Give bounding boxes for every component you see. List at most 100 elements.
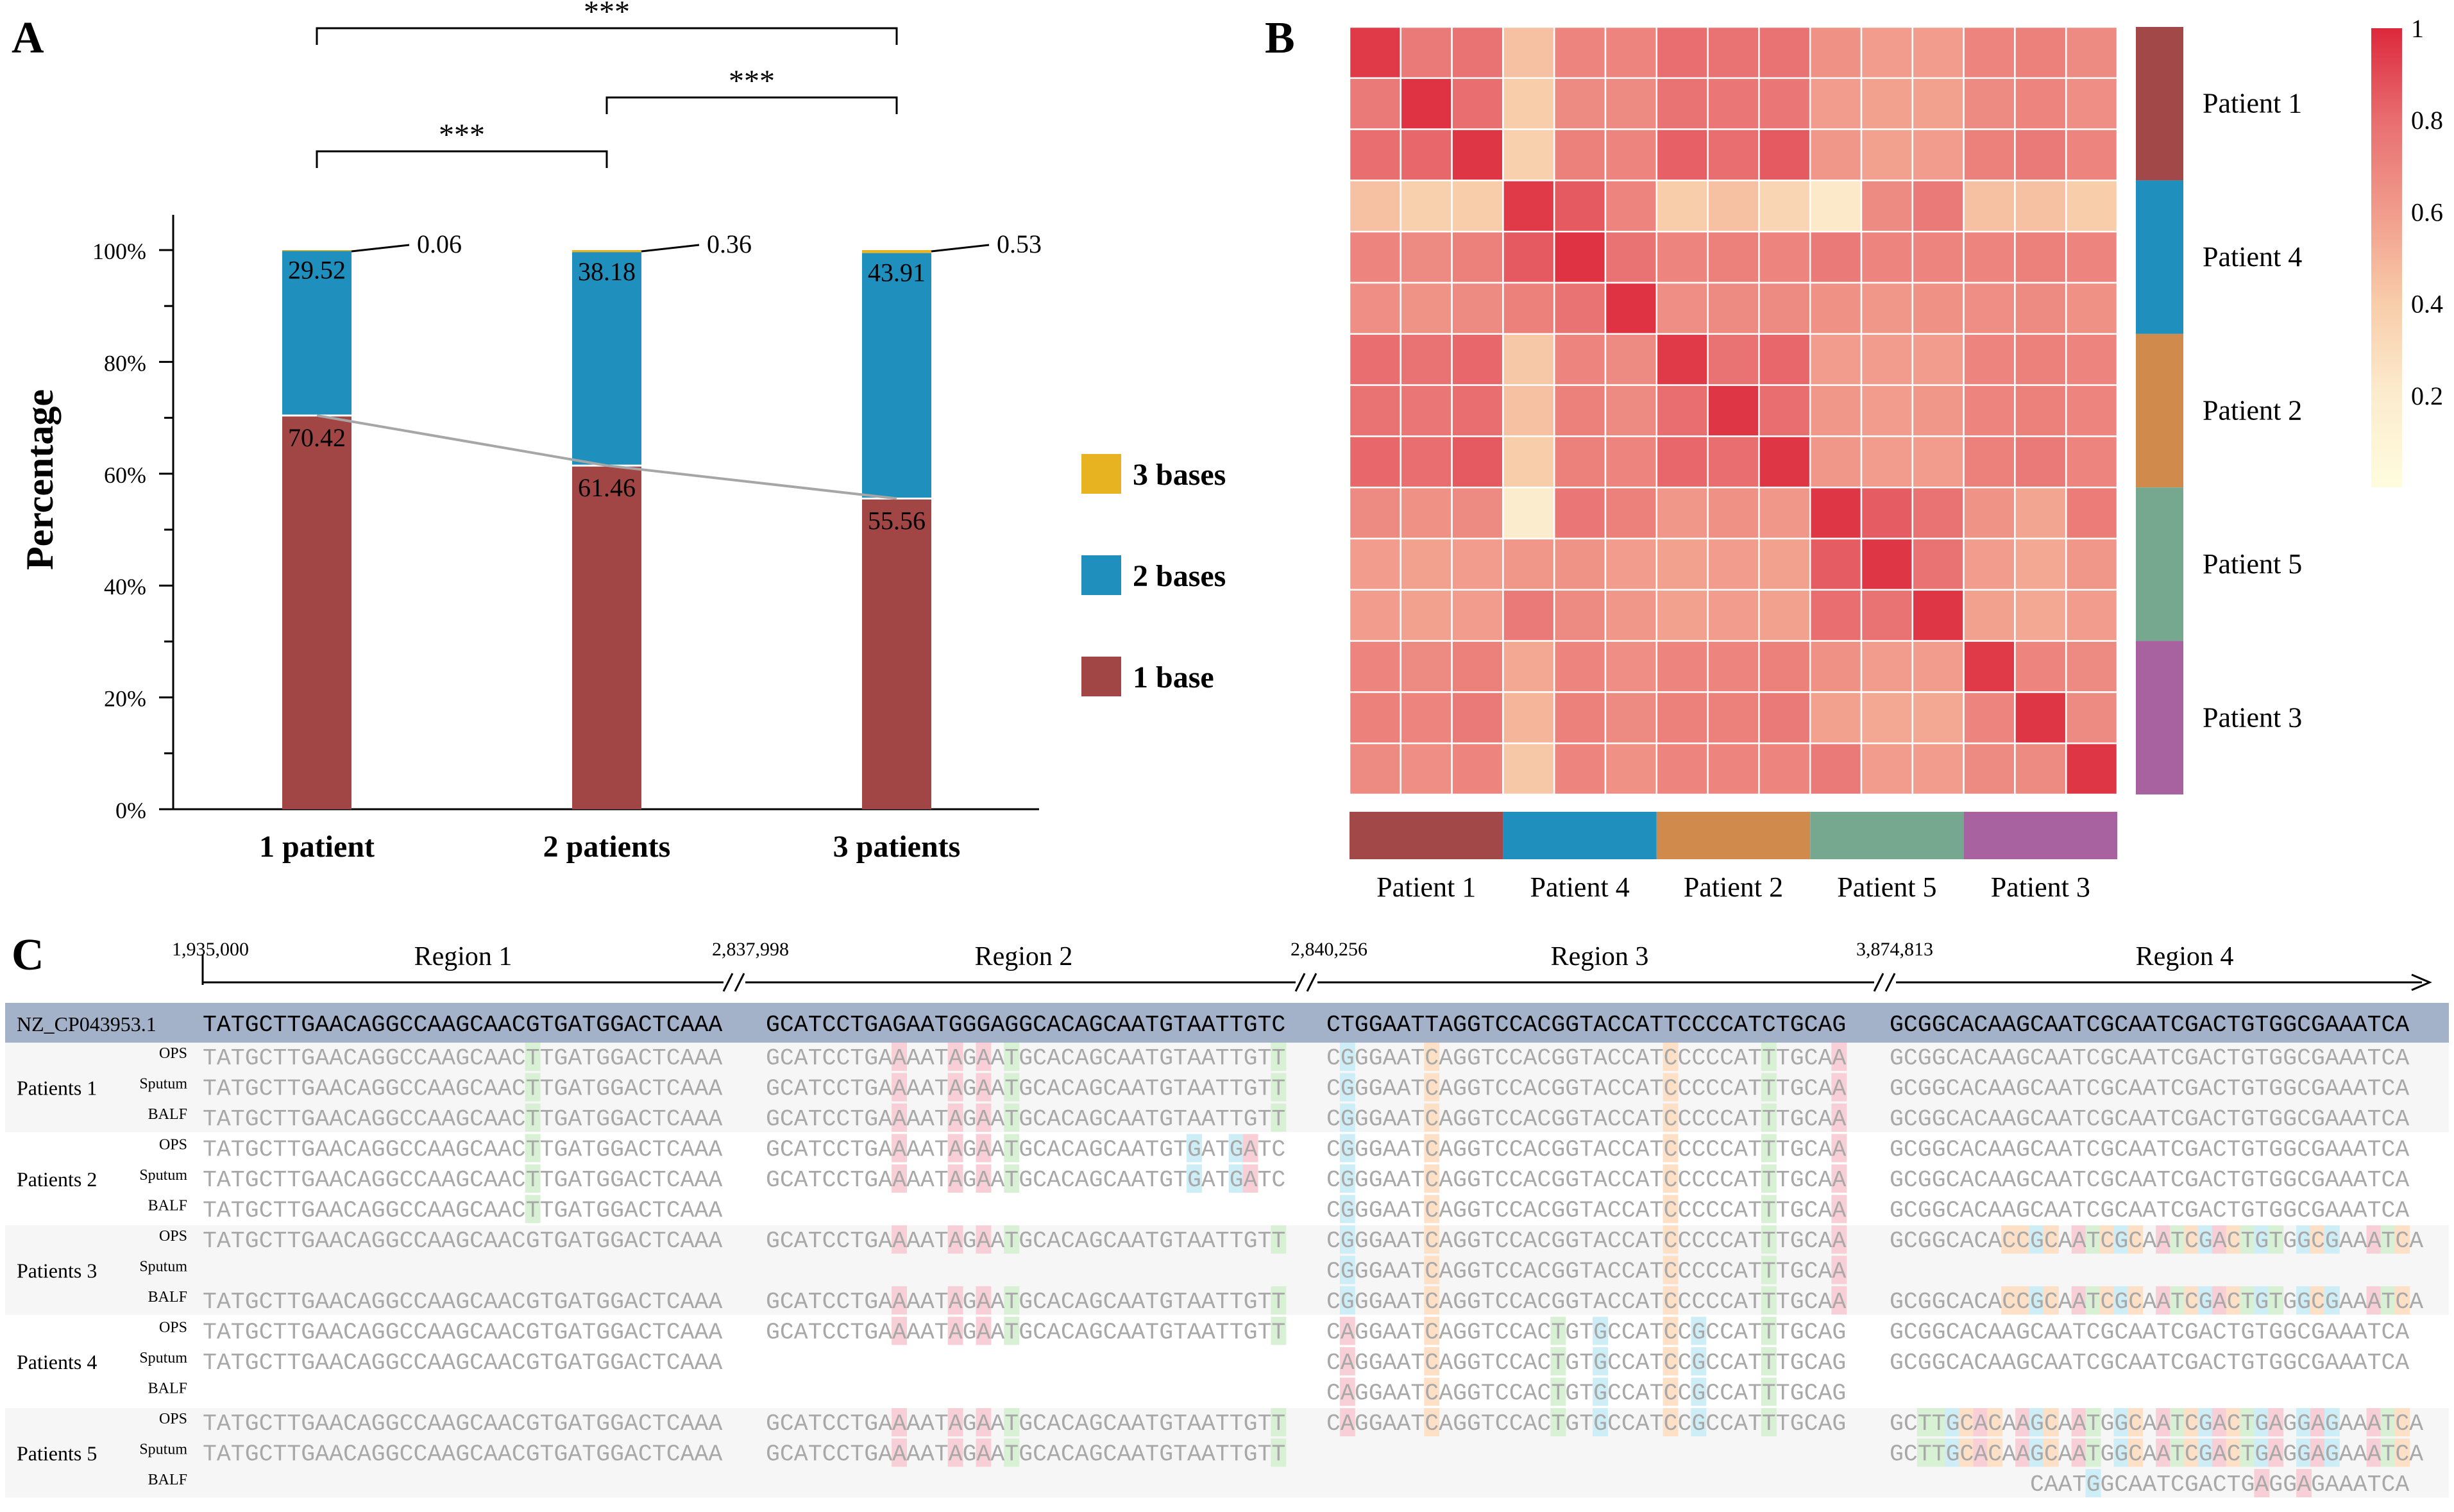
colorbar-tick-label: 0.8 — [2411, 106, 2443, 135]
variant-highlight — [1761, 1347, 1777, 1375]
variant-highlight — [1271, 1438, 1287, 1467]
heatmap-cell — [1400, 640, 1453, 693]
variant-highlight — [2254, 1225, 2270, 1254]
heatmap-cell — [1553, 537, 1607, 591]
y-tick-label: 20% — [104, 686, 146, 712]
variant-highlight — [2380, 1286, 2396, 1315]
read-sequence: CGGGAATCAGGTCCACGGTACCATCCCCCATTTGCAA — [1326, 1289, 1846, 1315]
variant-highlight — [2071, 1225, 2087, 1254]
variant-highlight — [2197, 1408, 2213, 1436]
variant-highlight — [1761, 1377, 1777, 1406]
heatmap-cell — [1348, 180, 1402, 233]
variant-highlight — [2254, 1438, 2270, 1467]
heatmap-cell — [1400, 128, 1453, 181]
heatmap-cell — [1655, 589, 1709, 642]
variant-highlight — [1004, 1073, 1020, 1102]
sample-type-label: Sputum — [139, 1167, 187, 1184]
variant-highlight — [2029, 1408, 2045, 1436]
variant-highlight — [947, 1286, 963, 1315]
read-sequence: GCGGCACAAGCAATCGCAATCGACTGTGGCGAAATCA — [1890, 1137, 2409, 1163]
variant-highlight — [2296, 1286, 2312, 1315]
sample-type-label: OPS — [159, 1228, 187, 1245]
heatmap-cell — [1348, 435, 1402, 489]
variant-highlight — [2085, 1286, 2101, 1315]
heatmap-cell — [1655, 640, 1709, 693]
patient-label: Patients 5 — [17, 1441, 97, 1465]
variant-highlight — [1004, 1438, 1020, 1467]
heatmap-cell — [1758, 691, 1811, 744]
heatmap-cell — [1655, 691, 1709, 744]
reference-sequence: GCATCCTGAGAATGGGAGGCACAGCAATGTAATTGTC — [766, 1012, 1285, 1038]
heatmap-cell — [1758, 180, 1811, 233]
patient-group-band — [5, 1134, 2449, 1223]
heatmap-cell — [1348, 537, 1402, 591]
row-group-bar: Patient 1 Patient 4 Patient 2 Patient 5 Pati… — [2136, 27, 2302, 794]
variant-highlight — [2113, 1438, 2129, 1467]
variant-highlight — [1228, 1164, 1244, 1193]
variant-highlight — [1424, 1134, 1440, 1163]
variant-highlight — [2183, 1438, 2199, 1467]
significance-label: *** — [439, 118, 485, 152]
variant-highlight — [2324, 1438, 2340, 1467]
heatmap-cell — [1860, 640, 1914, 693]
heatmap-cell — [1963, 180, 2016, 233]
heatmap-cell — [2014, 128, 2067, 181]
variant-highlight — [976, 1408, 992, 1436]
variant-highlight — [947, 1438, 963, 1467]
heatmap-cell — [1911, 333, 1965, 386]
bar-segment-1-base — [282, 415, 351, 809]
read-sequence: CGGGAATCAGGTCCACGGTACCATCCCCCATTTGCAA — [1326, 1045, 1846, 1071]
heatmap-cell — [1707, 691, 1760, 744]
heatmap-cell — [1451, 281, 1504, 335]
sample-type-label: BALF — [148, 1198, 187, 1214]
column-group-label: Patient 4 — [1530, 871, 1629, 903]
heatmap-cell — [1451, 691, 1504, 744]
variant-highlight — [2071, 1408, 2087, 1436]
variant-highlight — [2324, 1225, 2340, 1254]
variant-highlight — [892, 1134, 907, 1163]
data-label-3-bases: 0.36 — [707, 230, 752, 258]
trend-segment — [316, 414, 607, 467]
variant-highlight — [2170, 1225, 2185, 1254]
variant-highlight — [1691, 1408, 1707, 1436]
heatmap-cell — [1809, 333, 1863, 386]
heatmap-cell — [1809, 691, 1863, 744]
variant-highlight — [1271, 1316, 1287, 1345]
position-label: 2,837,998 — [712, 939, 789, 960]
bar-segment-1-base — [572, 466, 641, 809]
heatmap-cell — [1911, 640, 1965, 693]
variant-highlight — [2085, 1438, 2101, 1467]
heatmap-cell — [1860, 230, 1914, 284]
heatmap-cell — [1860, 281, 1914, 335]
column-group-label: Patient 5 — [1837, 871, 1936, 903]
ruler-break-mark — [1306, 973, 1317, 992]
significance-brackets: *** *** *** — [316, 0, 898, 168]
heatmap-cell — [1502, 230, 1555, 284]
x-tick-label: 1 patient — [259, 830, 375, 864]
variant-highlight — [2268, 1438, 2284, 1467]
variant-highlight — [1004, 1316, 1020, 1345]
heatmap-cell — [1860, 384, 1914, 437]
variant-highlight — [1424, 1256, 1440, 1284]
column-group-color — [1350, 812, 1503, 859]
variant-highlight — [2015, 1408, 2031, 1436]
variant-highlight — [1593, 1316, 1608, 1345]
colorbar-tick-label: 1 — [2411, 14, 2424, 43]
y-tick-label: 0% — [115, 798, 146, 823]
significance-bracket — [316, 27, 898, 45]
reference-sequence: GCGGCACAAGCAATCGCAATCGACTGTGGCGAAATCA — [1890, 1012, 2409, 1038]
heatmap-cell — [2065, 26, 2119, 80]
variant-highlight — [1761, 1286, 1777, 1315]
bar-segment-2-bases — [572, 252, 641, 466]
heatmap-cell — [1809, 537, 1863, 591]
heatmap-cell — [1911, 230, 1965, 284]
heatmap-cell — [2014, 77, 2067, 130]
reference-sequence: CTGGAATTAGGTCCACGGTACCATTCCCCATCTGCAG — [1326, 1012, 1846, 1038]
read-sequence: GCGGCACACCGCAATCGCAATCGACTGTGGCGAAATCA — [1890, 1289, 2423, 1315]
variant-highlight — [1339, 1043, 1355, 1071]
variant-highlight — [2380, 1225, 2396, 1254]
heatmap-cell — [1400, 281, 1453, 335]
heatmap-cell — [2065, 486, 2119, 540]
heatmap-cell — [1963, 230, 2016, 284]
read-sequence: GCTTGCACAAGCAATGGCAATCGACTGAGGAGAAATCA — [1890, 1441, 2423, 1468]
